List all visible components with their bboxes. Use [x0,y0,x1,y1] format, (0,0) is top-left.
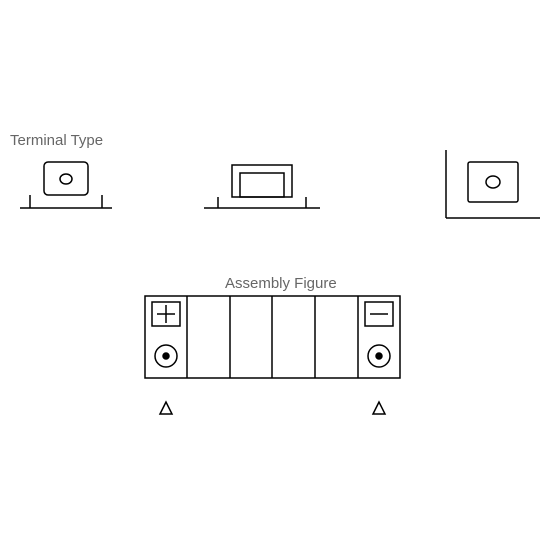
diagram-canvas [0,0,550,550]
